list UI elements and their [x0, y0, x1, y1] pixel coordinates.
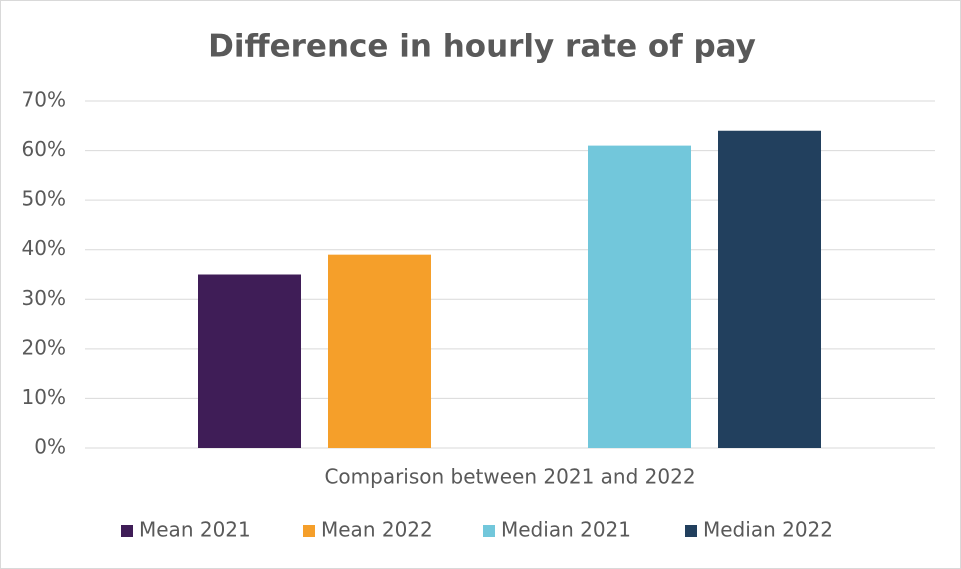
bar — [328, 254, 431, 448]
y-tick-label: 60% — [22, 137, 66, 161]
chart-title: Difference in hourly rate of pay — [208, 29, 756, 65]
bar — [588, 145, 691, 448]
category-label: Comparison between 2021 and 2022 — [324, 465, 695, 489]
y-tick-label: 40% — [22, 236, 66, 260]
legend-swatch — [483, 525, 495, 537]
y-tick-label: 10% — [22, 385, 66, 409]
legend-swatch — [685, 525, 697, 537]
legend-label: Median 2022 — [703, 518, 833, 542]
legend-label: Median 2021 — [501, 518, 631, 542]
y-tick-label: 50% — [22, 187, 66, 211]
y-tick-label: 30% — [22, 286, 66, 310]
legend-label: Mean 2021 — [139, 518, 251, 542]
y-tick-label: 20% — [22, 335, 66, 359]
bar — [718, 130, 821, 448]
bar — [198, 274, 301, 448]
y-tick-label: 0% — [34, 435, 66, 459]
legend-swatch — [303, 525, 315, 537]
legend-swatch — [121, 525, 133, 537]
legend-label: Mean 2022 — [321, 518, 433, 542]
y-tick-label: 70% — [22, 88, 66, 112]
